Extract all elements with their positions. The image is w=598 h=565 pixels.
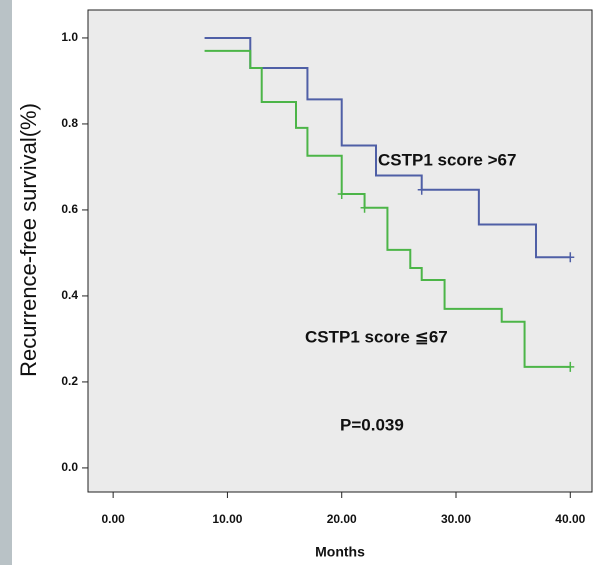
- y-tick-label: 0.6: [61, 202, 78, 216]
- y-tick-label: 0.2: [61, 374, 78, 388]
- censor-mark: [337, 189, 346, 200]
- y-tick-label: 0.8: [61, 116, 78, 130]
- censor-mark: [417, 184, 426, 195]
- x-tick-label: 20.00: [327, 512, 357, 526]
- censor-mark: [360, 202, 369, 213]
- annotation: CSTP1 score ≦67: [305, 327, 448, 346]
- survival-curve: [204, 49, 571, 368]
- y-tick-label: 1.0: [61, 30, 78, 44]
- annotation: P=0.039: [340, 415, 404, 434]
- annotation: CSTP1 score >67: [378, 150, 516, 169]
- x-axis-label: Months: [315, 544, 365, 560]
- plot-area: [87, 9, 593, 493]
- y-tick-label: 0.0: [61, 460, 78, 474]
- y-axis-label: Recurrence-free survival(%): [16, 103, 41, 377]
- x-tick-label: 30.00: [441, 512, 471, 526]
- background-strip: [0, 0, 12, 565]
- y-tick-label: 0.4: [61, 288, 78, 302]
- survival-curve: [204, 36, 571, 259]
- x-tick-label: 40.00: [555, 512, 585, 526]
- x-tick-label: 0.00: [101, 512, 125, 526]
- x-tick-label: 10.00: [212, 512, 242, 526]
- censor-mark: [566, 252, 575, 263]
- censor-mark: [566, 361, 575, 372]
